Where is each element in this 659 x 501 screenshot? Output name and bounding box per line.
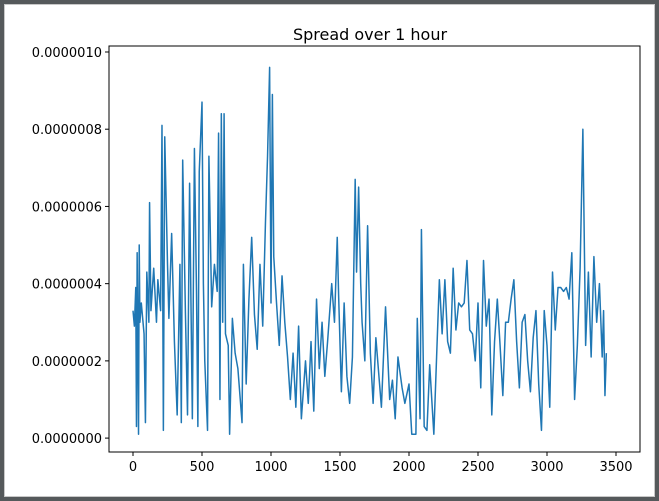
- x-tick-label: 2500: [461, 460, 494, 475]
- y-tick-label: 0.0000008: [32, 123, 102, 138]
- x-tick-label: 500: [190, 460, 215, 475]
- x-tick-label: 2000: [392, 460, 425, 475]
- chart-title: Spread over 1 hour: [293, 25, 448, 44]
- y-tick-label: 0.0000000: [32, 432, 102, 447]
- y-tick-label: 0.0000006: [32, 200, 102, 215]
- y-tick-label: 0.0000002: [32, 355, 102, 370]
- x-tick-label: 3000: [530, 460, 563, 475]
- x-tick-label: 3500: [599, 460, 632, 475]
- y-tick-label: 0.0000004: [32, 278, 102, 293]
- axes-frame: [108, 45, 641, 453]
- x-tick-label: 1000: [254, 460, 287, 475]
- x-tick-label: 1500: [323, 460, 356, 475]
- x-tick-label: 0: [129, 460, 137, 475]
- window: [4, 4, 655, 497]
- y-tick-label: 0.0000010: [32, 46, 102, 61]
- line: [132, 66, 608, 435]
